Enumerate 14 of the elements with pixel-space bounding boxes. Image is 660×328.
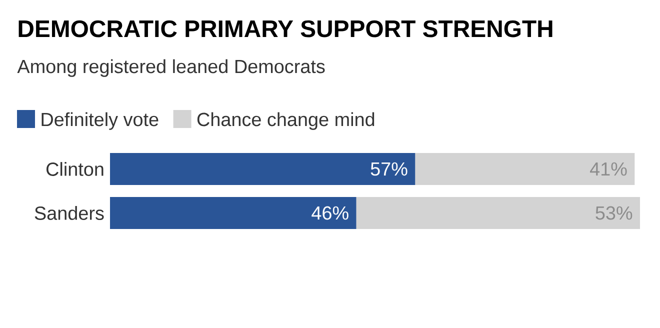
chart-title: DEMOCRATIC PRIMARY SUPPORT STRENGTH xyxy=(18,20,552,38)
y-tick-label: Clinton xyxy=(46,162,104,176)
data-label: 53% xyxy=(596,206,632,220)
data-label: 41% xyxy=(590,162,627,176)
legend-label: Definitely vote xyxy=(42,112,158,130)
bar xyxy=(110,197,356,230)
y-tick-label: Sanders xyxy=(34,206,104,220)
bar xyxy=(110,153,416,186)
bar xyxy=(415,153,635,186)
data-label: 57% xyxy=(370,162,408,176)
legend-label: Chance change mind xyxy=(197,112,374,130)
bar xyxy=(356,197,640,230)
chart-subtitle: Among registered leaned Democrats xyxy=(17,59,325,77)
data-label: 46% xyxy=(312,206,348,220)
